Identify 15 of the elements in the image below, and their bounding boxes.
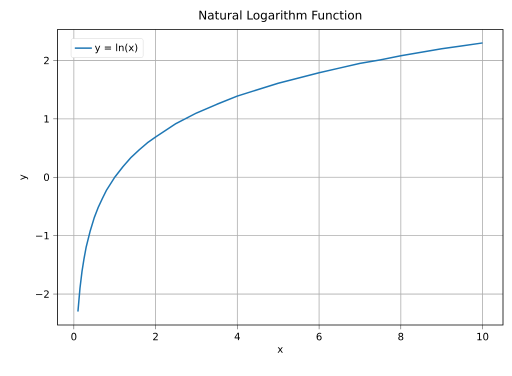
x-tick-label: 8 [398,332,404,340]
x-tick-label: 2 [153,332,158,340]
chart-title: Natural Logarithm Function [199,10,362,22]
y-tick-label: −2 [36,290,49,298]
y-tick-label: 1 [44,115,49,122]
x-tick-label: 10 [477,332,488,340]
y-tick-label: −1 [36,232,49,240]
y-tick-label: 0 [44,173,50,182]
x-tick-label: 0 [71,332,76,340]
y-tick-label: 2 [44,56,49,64]
x-tick-label: 4 [234,332,240,340]
y-axis-title: y [20,174,28,180]
x-axis-title: x [278,347,283,353]
x-tick-label: 6 [316,332,322,340]
legend-label: y = ln(x) [94,44,138,54]
